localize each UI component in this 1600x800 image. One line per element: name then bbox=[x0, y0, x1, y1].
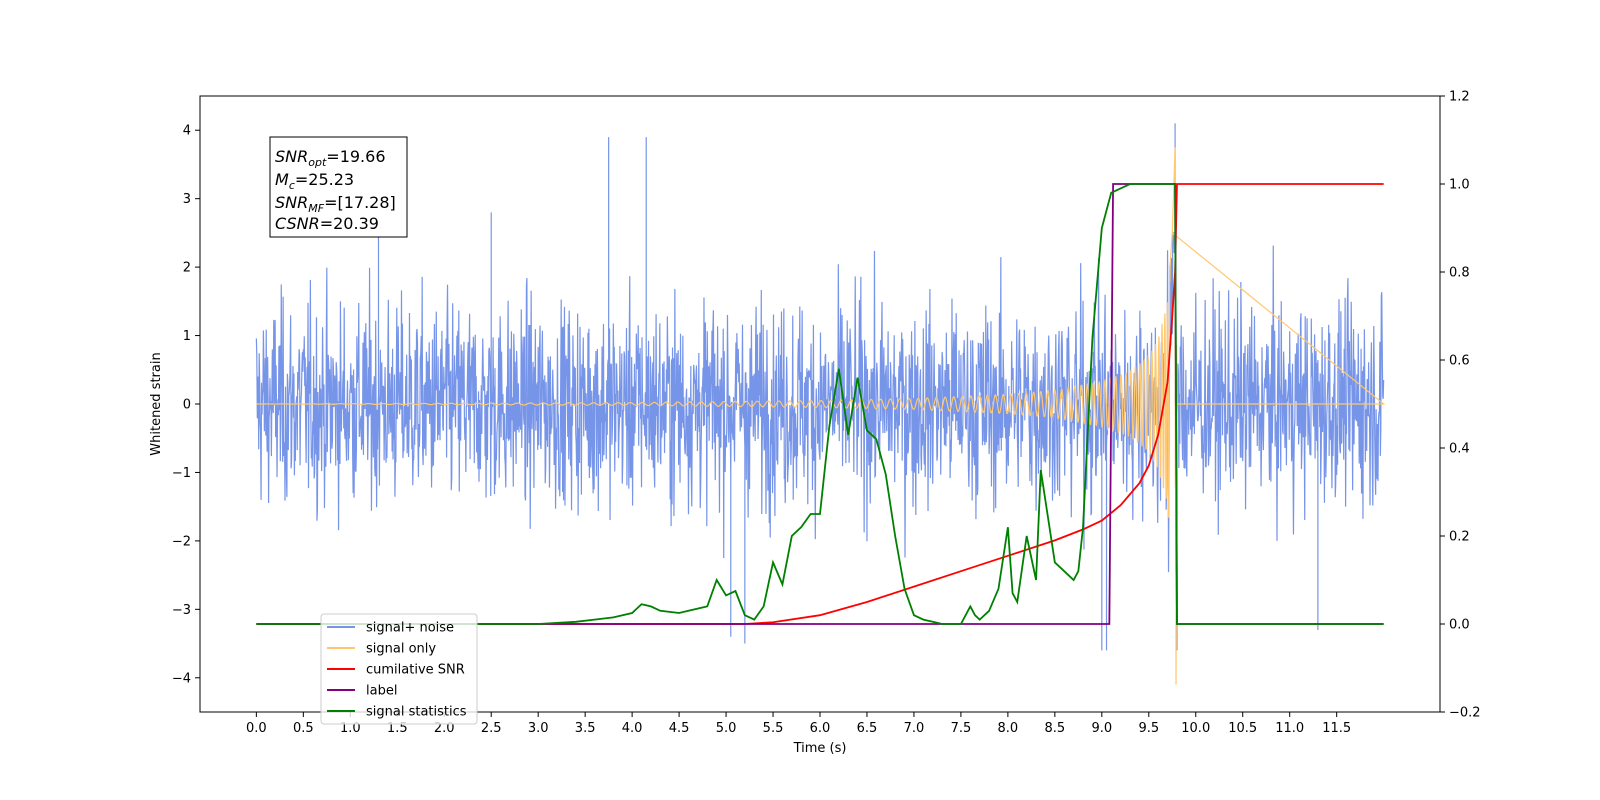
x-tick-label: 4.5 bbox=[669, 721, 690, 736]
y2-tick-label: 0.6 bbox=[1449, 354, 1470, 369]
x-tick-label: 10.5 bbox=[1228, 721, 1257, 736]
y2-tick-label: 0.2 bbox=[1449, 530, 1470, 545]
y2-tick-label: −0.2 bbox=[1449, 706, 1481, 721]
x-tick-label: 0.0 bbox=[246, 721, 267, 736]
annotation-csnr: CSNR=20.39 bbox=[275, 214, 379, 233]
y2-tick-label: 1.0 bbox=[1449, 178, 1470, 193]
x-tick-label: 1.5 bbox=[387, 721, 408, 736]
x-tick-label: 5.5 bbox=[763, 721, 784, 736]
legend-label: signal statistics bbox=[366, 705, 467, 720]
x-tick-label: 11.5 bbox=[1322, 721, 1351, 736]
x-tick-label: 2.0 bbox=[434, 721, 455, 736]
x-tick-label: 3.0 bbox=[528, 721, 549, 736]
x-tick-label: 5.0 bbox=[716, 721, 737, 736]
x-tick-label: 7.5 bbox=[951, 721, 972, 736]
x-tick-label: 8.0 bbox=[998, 721, 1019, 736]
y-axis-label: Whitened strain bbox=[149, 352, 164, 455]
annotation-frame bbox=[269, 136, 408, 238]
x-tick-label: 6.0 bbox=[810, 721, 831, 736]
y-tick-label: −3 bbox=[172, 603, 191, 618]
series-signal-only-line bbox=[256, 147, 1386, 685]
x-tick-label: 0.5 bbox=[293, 721, 314, 736]
y2-tick-label: 1.2 bbox=[1449, 90, 1470, 105]
y-tick-label: −2 bbox=[172, 534, 191, 549]
y-tick-label: 0 bbox=[183, 398, 191, 413]
y-tick-label: 1 bbox=[183, 329, 191, 344]
y2-tick-label: 0.0 bbox=[1449, 618, 1470, 633]
legend-frame bbox=[320, 613, 478, 725]
legend: signal+ noise signal only cumilative SNR la… bbox=[320, 613, 478, 725]
series-cumilative-snr-line bbox=[256, 183, 1384, 625]
x-tick-label: 9.5 bbox=[1138, 721, 1159, 736]
x-axis-label: Time (s) bbox=[793, 741, 847, 756]
plot-area bbox=[255, 123, 1386, 685]
x-tick-label: 6.5 bbox=[857, 721, 878, 736]
y-tick-label: 4 bbox=[183, 124, 191, 139]
y-tick-label: −1 bbox=[172, 466, 191, 481]
series-signal-statistics-line bbox=[256, 183, 1384, 625]
x-tick-label: 2.5 bbox=[481, 721, 502, 736]
x-tick-label: 11.0 bbox=[1275, 721, 1304, 736]
x-tick-label: 3.5 bbox=[575, 721, 596, 736]
y2-tick-label: 0.8 bbox=[1449, 266, 1470, 281]
annotation-chirp-mass: Mc=25.23 bbox=[275, 170, 354, 192]
annotation-snr-opt: SNRopt=19.66 bbox=[275, 147, 386, 169]
y-tick-label: 2 bbox=[183, 261, 191, 276]
x-tick-label: 10.0 bbox=[1181, 721, 1210, 736]
annotation-box: SNRopt=19.66 Mc=25.23 SNRMF=[17.28] CSNR… bbox=[269, 136, 408, 238]
legend-label: cumilative SNR bbox=[366, 663, 465, 678]
x-tick-label: 1.0 bbox=[340, 721, 361, 736]
legend-label: label bbox=[366, 684, 397, 699]
axes: 0.0 0.5 1.0 1.5 2.0 2.5 3.0 3.5 4.0 4.5 5.0 5.5 6.0 6… bbox=[172, 90, 1481, 737]
x-tick-label: 4.0 bbox=[622, 721, 643, 736]
legend-label: signal+ noise bbox=[366, 621, 454, 636]
y-tick-label: 3 bbox=[183, 192, 191, 207]
y2-tick-label: 0.4 bbox=[1449, 442, 1470, 457]
x-tick-label: 7.0 bbox=[904, 721, 925, 736]
y-tick-label: −4 bbox=[172, 671, 191, 686]
annotation-snr-mf: SNRMF=[17.28] bbox=[275, 193, 396, 215]
x-tick-label: 8.5 bbox=[1045, 721, 1066, 736]
x-tick-label: 9.0 bbox=[1091, 721, 1112, 736]
legend-label: signal only bbox=[366, 642, 436, 657]
